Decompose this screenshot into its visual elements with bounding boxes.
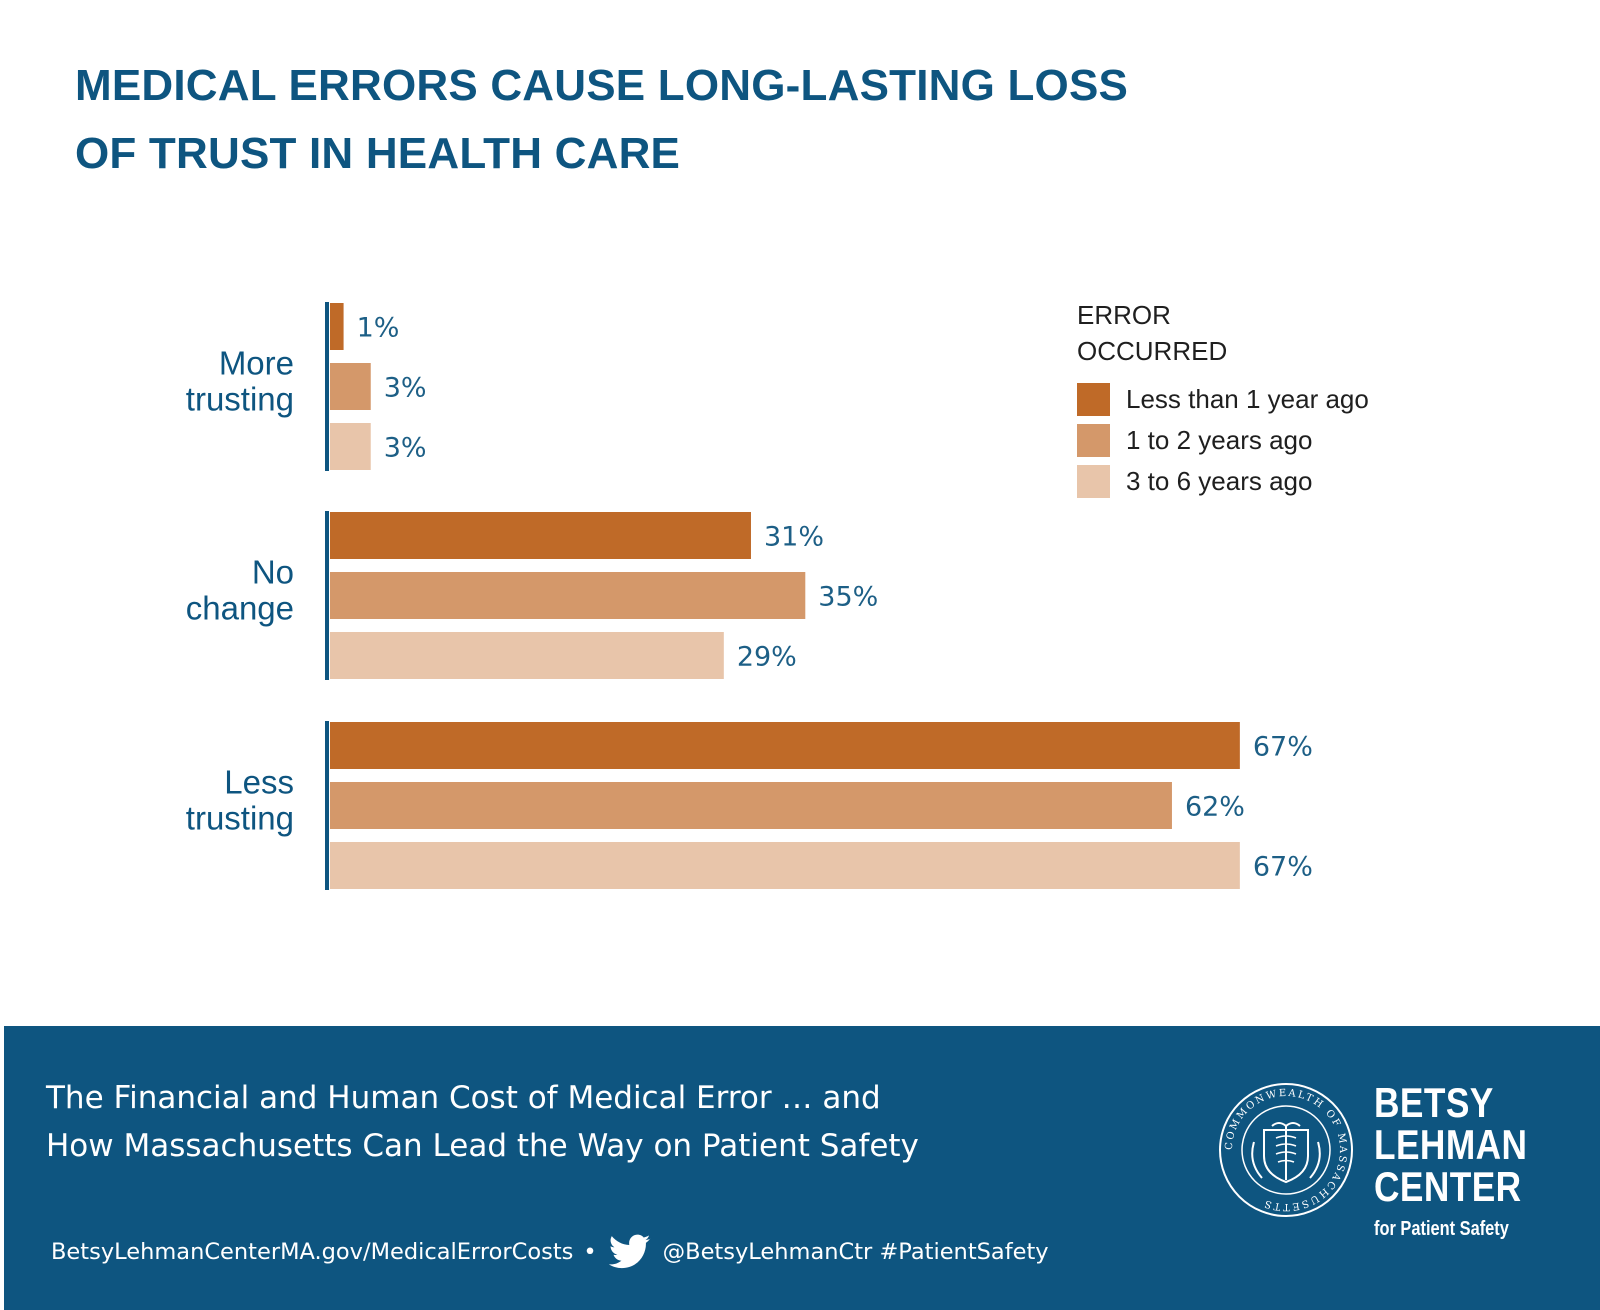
value-label-less-trusting-series-3: 67%: [1253, 852, 1313, 883]
value-label-no-change-series-3: 29%: [737, 642, 797, 673]
category-label-more-trusting-line-1: More: [219, 345, 294, 382]
bar-no-change-series-3: [330, 632, 724, 679]
value-label-no-change-series-1: 31%: [764, 522, 824, 553]
category-label-less-trusting-line-1: Less: [224, 764, 294, 801]
bar-more-trusting-series-2: [330, 363, 371, 410]
legend-swatch-3: [1077, 465, 1110, 498]
value-label-more-trusting-series-2: 3%: [384, 373, 427, 404]
logo-line-3: CENTER: [1374, 1163, 1522, 1210]
legend-item-1: Less than 1 year ago: [1077, 379, 1369, 420]
legend-title-line-1: ERROR: [1077, 300, 1171, 330]
bar-no-change-series-1: [330, 512, 751, 559]
commonwealth-seal-icon: COMMONWEALTH OF MASSACHUSETTS: [1219, 1083, 1353, 1217]
separator-dot: •: [583, 1239, 597, 1265]
legend: ERROR OCCURRED Less than 1 year ago 1 to …: [1077, 297, 1369, 502]
legend-label-1: Less than 1 year ago: [1126, 384, 1369, 414]
legend-swatch-1: [1077, 383, 1110, 416]
chart-title-line-2: OF TRUST IN HEALTH CARE: [75, 129, 681, 178]
legend-title-line-2: OCCURRED: [1077, 336, 1228, 366]
bar-more-trusting-series-1: [330, 303, 344, 350]
footer-links: BetsyLehmanCenterMA.gov/MedicalErrorCost…: [51, 1232, 1049, 1272]
category-label-no-change-line-1: No: [252, 554, 294, 591]
bar-less-trusting-series-1: [330, 722, 1240, 769]
category-label-less-trusting-line-2: trusting: [186, 800, 294, 837]
legend-swatch-2: [1077, 424, 1110, 457]
value-label-more-trusting-series-3: 3%: [384, 433, 427, 464]
chart-title-line-1: MEDICAL ERRORS CAUSE LONG-LASTING LOSS: [75, 61, 1129, 110]
value-label-no-change-series-2: 35%: [818, 582, 878, 613]
chart-title: MEDICAL ERRORS CAUSE LONG-LASTING LOSS O…: [75, 52, 1375, 188]
value-label-more-trusting-series-1: 1%: [357, 313, 400, 344]
report-title-line-2: How Massachusetts Can Lead the Way on Pa…: [46, 1128, 919, 1164]
report-title: The Financial and Human Cost of Medical …: [46, 1074, 1146, 1170]
betsy-lehman-logo: BETSY LEHMAN CENTER for Patient Safety: [1374, 1082, 1574, 1241]
legend-item-2: 1 to 2 years ago: [1077, 420, 1369, 461]
bar-less-trusting-series-2: [330, 782, 1172, 829]
bar-less-trusting-series-3: [330, 842, 1240, 889]
category-label-no-change-line-2: change: [186, 590, 294, 627]
logo-line-2: LEHMAN: [1374, 1121, 1528, 1168]
value-label-less-trusting-series-1: 67%: [1253, 732, 1313, 763]
twitter-bird-icon: [608, 1234, 650, 1269]
legend-item-3: 3 to 6 years ago: [1077, 461, 1369, 502]
footer-banner: The Financial and Human Cost of Medical …: [4, 1026, 1600, 1310]
axis-line-less-trusting: [325, 721, 329, 890]
report-title-line-1: The Financial and Human Cost of Medical …: [46, 1080, 881, 1116]
twitter-handle-link[interactable]: @BetsyLehmanCtr #PatientSafety: [662, 1239, 1049, 1265]
legend-label-2: 1 to 2 years ago: [1126, 425, 1313, 455]
bar-more-trusting-series-3: [330, 423, 371, 470]
value-label-less-trusting-series-2: 62%: [1185, 792, 1245, 823]
bar-no-change-series-2: [330, 572, 806, 619]
bar-chart: Moretrusting1%3%3%Nochange31%35%29%Lesst…: [186, 302, 1313, 890]
axis-line-more-trusting: [325, 302, 329, 471]
logo-tagline: for Patient Safety: [1374, 1218, 1509, 1240]
report-url-link[interactable]: BetsyLehmanCenterMA.gov/MedicalErrorCost…: [51, 1239, 574, 1265]
logo-line-1: BETSY: [1374, 1079, 1494, 1126]
legend-items: Less than 1 year ago 1 to 2 years ago 3 to…: [1077, 379, 1369, 502]
legend-label-3: 3 to 6 years ago: [1126, 466, 1313, 496]
category-label-more-trusting-line-2: trusting: [186, 381, 294, 418]
axis-line-no-change: [325, 511, 329, 680]
legend-title: ERROR OCCURRED: [1077, 297, 1277, 369]
